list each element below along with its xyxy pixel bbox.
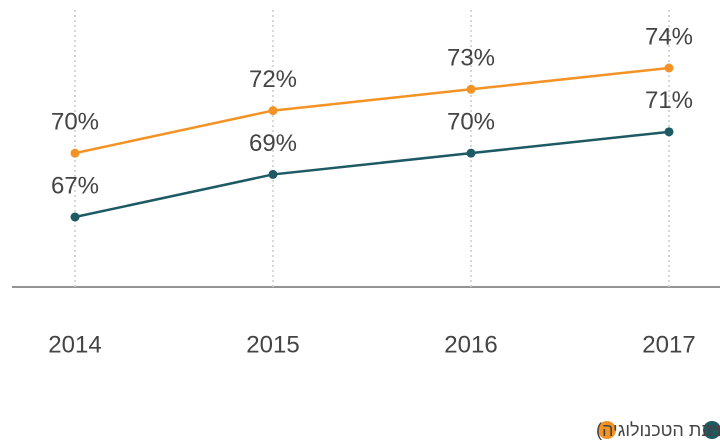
series-line	[74, 66, 670, 155]
data-point	[70, 212, 80, 222]
data-point	[466, 148, 476, 158]
data-point	[466, 84, 476, 94]
data-point	[268, 106, 278, 116]
data-label: 67%	[51, 172, 99, 199]
legend-marker	[598, 421, 616, 439]
data-label: 71%	[645, 87, 693, 114]
data-point	[70, 148, 80, 158]
data-point	[664, 127, 674, 137]
data-label: 70%	[447, 108, 495, 135]
data-label: 74%	[645, 23, 693, 50]
data-label: 69%	[249, 130, 297, 157]
x-tick-label: 2015	[246, 331, 299, 358]
x-tick-label: 2014	[48, 331, 101, 358]
data-label: 70%	[51, 108, 99, 135]
data-label: 72%	[249, 66, 297, 93]
legend-label: קבוצה	[702, 420, 720, 440]
legend-label: מזרחי טפחות (לא כולל חטיבת הטכנולוגיה)	[596, 420, 720, 440]
x-tick-label: 2017	[642, 331, 695, 358]
series-line	[74, 130, 670, 219]
data-label: 73%	[447, 45, 495, 72]
x-tick-label: 2016	[444, 331, 497, 358]
legend-marker	[703, 421, 720, 439]
data-point	[268, 169, 278, 179]
data-point	[664, 63, 674, 73]
